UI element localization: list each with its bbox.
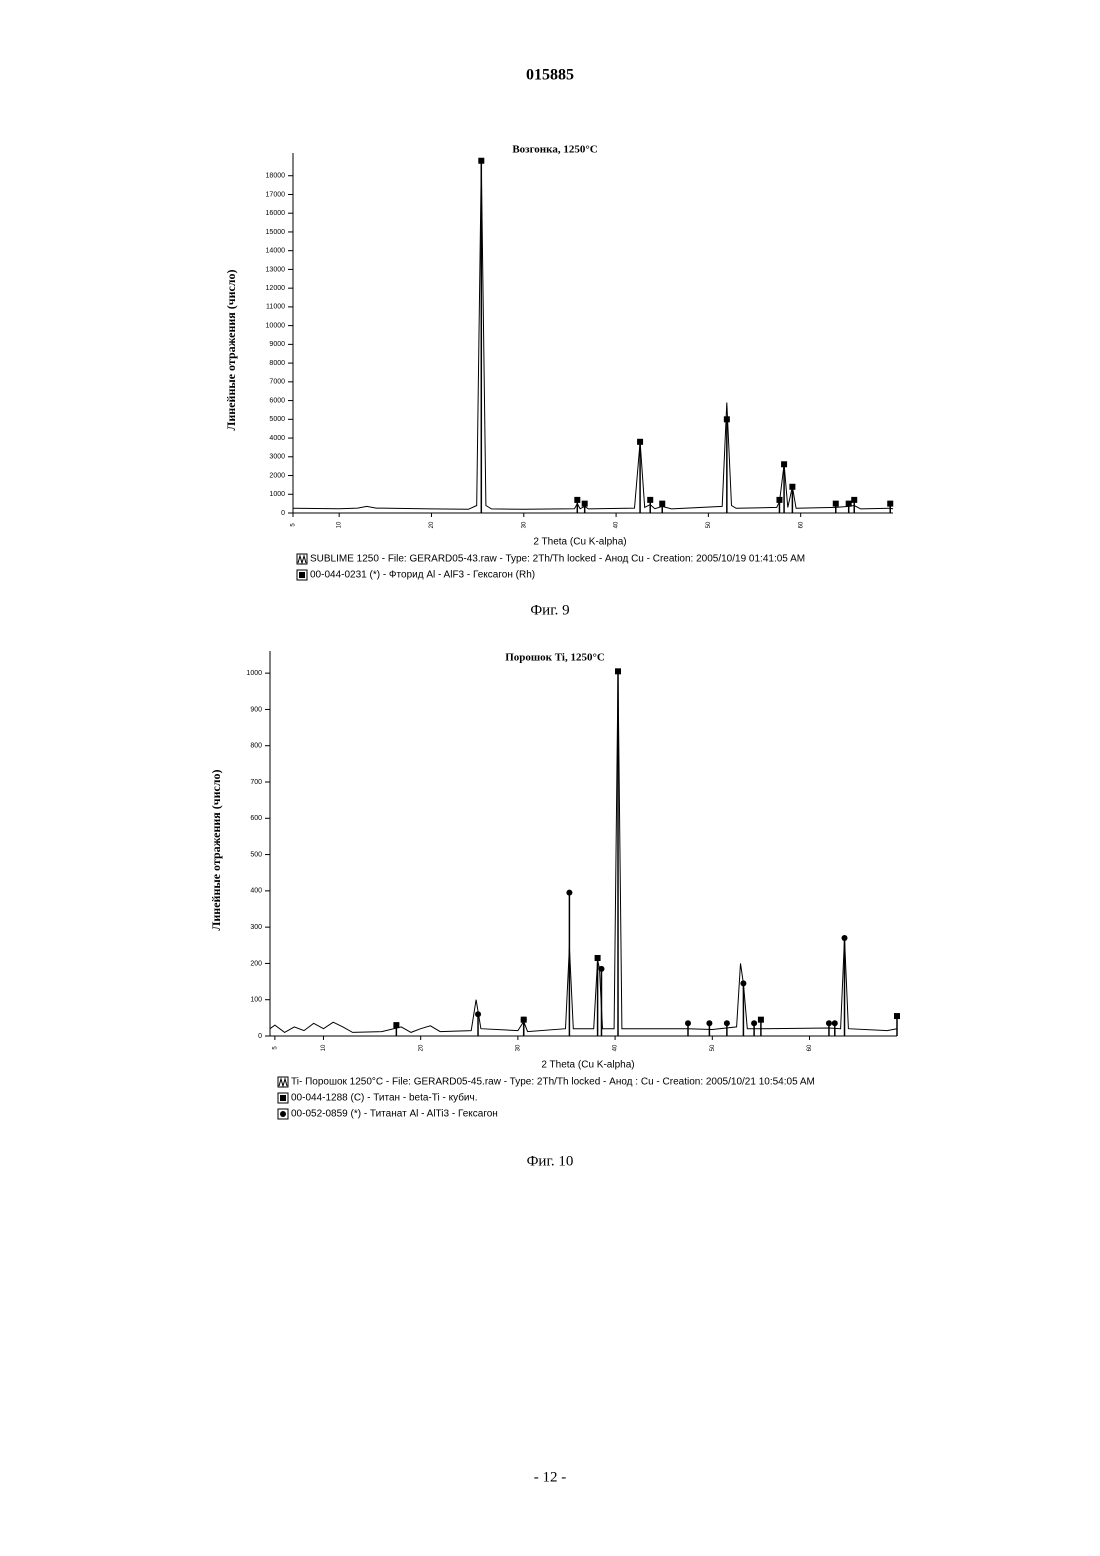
document-number: 015885 bbox=[526, 67, 574, 84]
y-tick-label: 700 bbox=[250, 779, 262, 786]
y-tick-label: 800 bbox=[250, 743, 262, 750]
y-tick-label: 16000 bbox=[266, 210, 286, 217]
legend-label: SUBLIME 1250 - File: GERARD05-43.raw - T… bbox=[310, 554, 805, 565]
x-axis-label: 2 Theta (Cu K-alpha) bbox=[533, 537, 626, 548]
y-tick-label: 11000 bbox=[266, 304, 285, 311]
figure-caption: Фиг. 10 bbox=[527, 1153, 574, 1169]
legend-icon-square bbox=[280, 1095, 286, 1101]
y-tick-label: 14000 bbox=[266, 248, 286, 255]
x-tick-label: 10 bbox=[337, 521, 343, 528]
y-tick-label: 3000 bbox=[269, 454, 285, 461]
chart-title: Порошок Ti, 1250°C bbox=[505, 652, 605, 664]
legend-icon-circle bbox=[280, 1111, 286, 1117]
y-axis-label: Линейные отражения (число) bbox=[209, 769, 223, 930]
y-tick-label: 2000 bbox=[269, 472, 285, 479]
legend-label: 00-044-0231 (*) - Фторид Al - AlF3 - Гек… bbox=[310, 570, 535, 581]
y-tick-label: 200 bbox=[250, 960, 262, 967]
x-tick-label: 60 bbox=[798, 521, 804, 528]
chart-title: Возгонка, 1250°C bbox=[512, 144, 597, 156]
y-tick-label: 4000 bbox=[269, 435, 285, 442]
y-tick-label: 300 bbox=[250, 924, 262, 931]
y-tick-label: 12000 bbox=[266, 285, 286, 292]
x-tick-label: 5 bbox=[272, 1046, 278, 1050]
y-tick-label: 600 bbox=[250, 815, 262, 822]
y-axis-label: Линейные отражения (число) bbox=[224, 269, 238, 430]
y-tick-label: 6000 bbox=[269, 397, 285, 404]
y-tick-label: 15000 bbox=[266, 229, 286, 236]
diffraction-pattern bbox=[270, 673, 897, 1032]
legend-label: 00-052-0859 (*) - Титанат Al - AlTi3 - Г… bbox=[291, 1109, 498, 1120]
x-tick-label: 20 bbox=[418, 1044, 424, 1051]
page-number: - 12 - bbox=[534, 1469, 567, 1485]
y-tick-label: 18000 bbox=[266, 173, 286, 180]
y-tick-label: 5000 bbox=[269, 416, 285, 423]
y-tick-label: 1000 bbox=[269, 491, 285, 498]
diffraction-pattern bbox=[293, 163, 893, 510]
legend-icon-square bbox=[299, 572, 305, 578]
y-tick-label: 7000 bbox=[269, 379, 285, 386]
y-tick-label: 900 bbox=[250, 706, 262, 713]
x-tick-label: 40 bbox=[614, 521, 620, 528]
x-tick-label: 20 bbox=[429, 521, 435, 528]
x-tick-label: 60 bbox=[807, 1044, 813, 1051]
y-tick-label: 1000 bbox=[246, 670, 262, 677]
y-tick-label: 0 bbox=[258, 1033, 262, 1040]
y-tick-label: 17000 bbox=[266, 191, 286, 198]
y-tick-label: 13000 bbox=[266, 266, 286, 273]
legend-label: 00-044-1288 (C) - Титан - beta-Ti - куби… bbox=[291, 1092, 478, 1104]
y-tick-label: 9000 bbox=[269, 341, 285, 348]
y-tick-label: 8000 bbox=[269, 360, 285, 367]
x-tick-label: 40 bbox=[613, 1044, 619, 1051]
x-tick-label: 50 bbox=[710, 1044, 716, 1051]
page: 015885 - 12 - Возгонка, 1250°C Линейные о… bbox=[0, 0, 1100, 1556]
y-tick-label: 500 bbox=[250, 851, 262, 858]
x-tick-label: 30 bbox=[515, 1044, 521, 1051]
y-tick-label: 0 bbox=[281, 510, 285, 517]
x-axis-label: 2 Theta (Cu K-alpha) bbox=[541, 1060, 634, 1071]
x-tick-label: 5 bbox=[291, 523, 297, 527]
y-tick-label: 100 bbox=[250, 997, 262, 1004]
y-tick-label: 10000 bbox=[266, 322, 286, 329]
x-tick-label: 10 bbox=[321, 1044, 327, 1051]
x-tick-label: 30 bbox=[521, 521, 527, 528]
x-tick-label: 50 bbox=[706, 521, 712, 528]
figure-caption: Фиг. 9 bbox=[530, 602, 569, 618]
legend-label: Ti- Порошок 1250°C - File: GERARD05-45.r… bbox=[291, 1077, 815, 1088]
y-tick-label: 400 bbox=[250, 888, 262, 895]
